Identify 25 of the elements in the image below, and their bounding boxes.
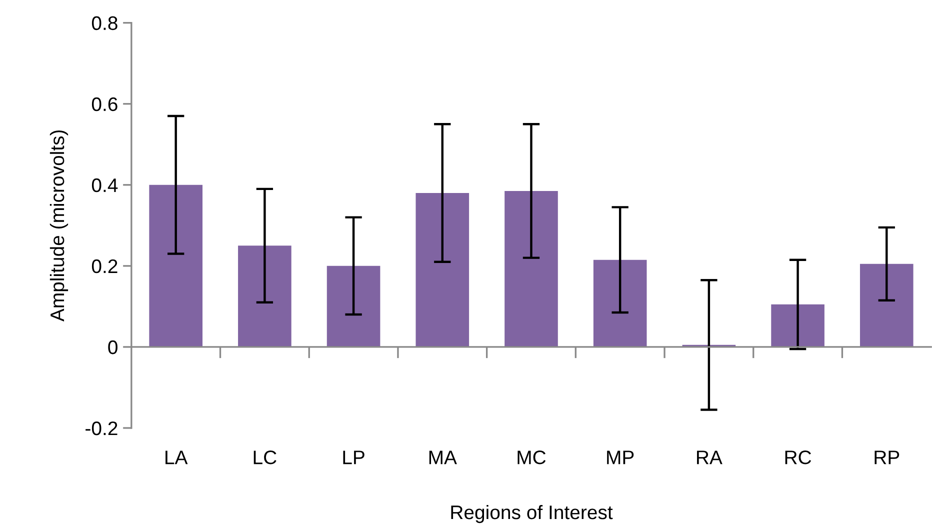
y-tick-label: 0 (108, 340, 118, 354)
bar (416, 192, 470, 347)
x-tick-label: RP (874, 450, 900, 464)
y-tick-label: 0.2 (92, 259, 118, 274)
y-tick-label: 0.8 (92, 16, 118, 30)
bar (771, 304, 824, 347)
x-tick-label: MC (518, 450, 546, 464)
x-tick-label: MP (607, 450, 634, 464)
x-axis-title: Regions of Interest (451, 504, 613, 524)
x-tick-label: LA (166, 450, 188, 464)
bar (860, 264, 914, 347)
x-tick-label: MA (429, 450, 457, 464)
bar (149, 184, 202, 347)
y-tick-label: 0.4 (92, 178, 118, 192)
y-axis-title: Amplitude (microvolts) (50, 130, 68, 322)
bar (504, 190, 558, 347)
bar (238, 246, 292, 347)
bar (593, 260, 647, 347)
y-tick-label: 0.6 (92, 97, 118, 112)
x-tick-label: LC (254, 450, 276, 464)
x-tick-label: LP (343, 450, 364, 464)
bar (326, 266, 380, 347)
y-tick-label: -0.2 (86, 421, 118, 436)
x-tick-label: RA (697, 450, 722, 464)
x-tick-label: RC (785, 450, 812, 464)
